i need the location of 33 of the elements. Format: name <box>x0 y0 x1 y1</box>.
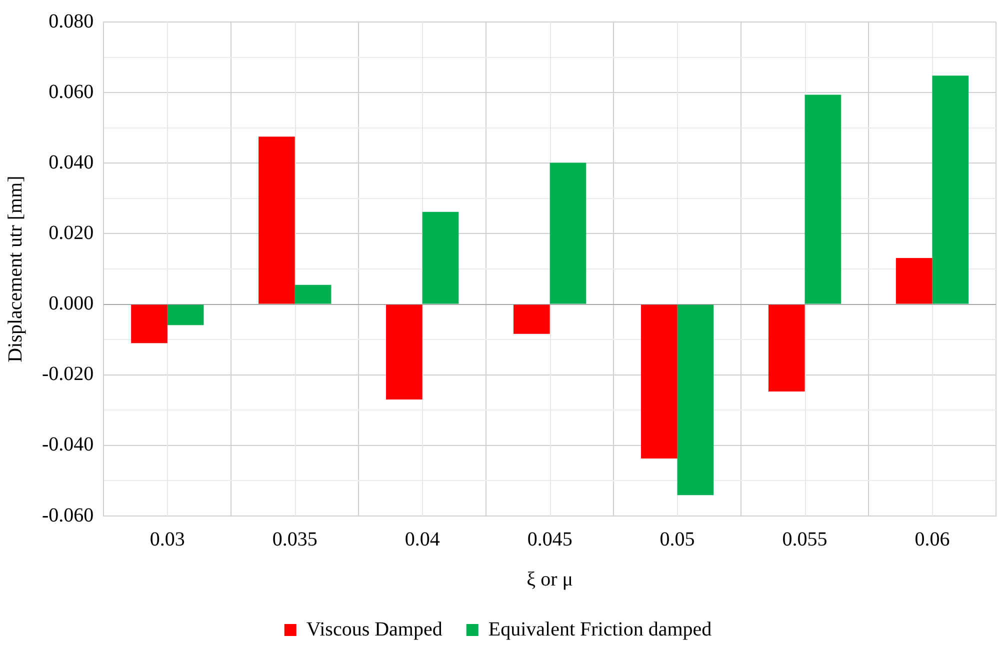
bar <box>768 304 805 392</box>
bar <box>640 304 678 458</box>
y-tick-label: -0.020 <box>42 363 94 386</box>
bar <box>258 136 295 304</box>
bar <box>422 212 459 304</box>
legend-label: Viscous Damped <box>306 618 442 640</box>
y-tick-label: 0.000 <box>48 292 94 315</box>
bar <box>550 162 586 304</box>
bar <box>514 304 550 334</box>
x-tick-label: 0.035 <box>272 528 318 550</box>
bar <box>932 76 969 304</box>
x-tick-label: 0.03 <box>150 528 185 550</box>
y-tick-label: -0.060 <box>42 504 94 526</box>
bar <box>294 284 332 304</box>
bar <box>896 258 932 304</box>
bar <box>804 94 842 304</box>
y-tick-label: -0.040 <box>42 434 94 456</box>
x-tick-label: 0.045 <box>527 528 572 550</box>
x-tick-label: 0.04 <box>404 528 440 550</box>
x-tick-label: 0.06 <box>914 528 950 550</box>
x-axis-title: ξ or μ <box>526 568 573 590</box>
bar <box>386 304 422 400</box>
bar <box>677 304 714 496</box>
y-axis-title: Displacement utr [mm] <box>4 176 26 362</box>
y-tick-label: 0.020 <box>48 222 94 244</box>
x-tick-label: 0.055 <box>782 528 828 550</box>
x-tick-label: 0.05 <box>660 528 695 550</box>
y-tick-label: 0.040 <box>48 151 94 174</box>
y-tick-label: 0.060 <box>48 80 94 103</box>
legend-label: Equivalent Friction damped <box>488 618 712 640</box>
bar <box>167 304 204 326</box>
y-tick-label: 0.080 <box>48 10 94 32</box>
bar <box>131 304 168 344</box>
